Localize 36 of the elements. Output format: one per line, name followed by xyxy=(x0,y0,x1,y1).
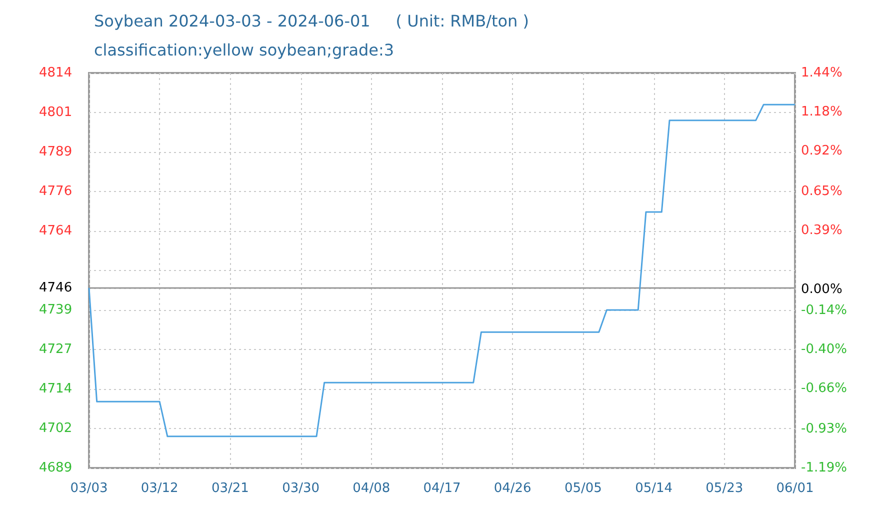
x-tick-label: 03/12 xyxy=(140,481,178,496)
y-tick-label: 4714 xyxy=(39,382,72,396)
y-tick-label: 4801 xyxy=(39,105,72,120)
x-tick-label: 06/01 xyxy=(776,481,814,496)
y2-tick-label: -0.40% xyxy=(801,342,847,357)
x-tick-label: 05/14 xyxy=(635,481,673,496)
y2-tick-label: 0.92% xyxy=(801,144,842,159)
x-tick-label: 05/23 xyxy=(706,481,744,496)
y2-tick-label: 1.44% xyxy=(801,66,842,80)
y2-tick-label: -1.19% xyxy=(801,460,847,476)
chart-subtitle: classification:yellow soybean;grade:3 xyxy=(94,40,394,60)
chart-title: Soybean 2024-03-03 - 2024-06-01 ( Unit: RMB/ton ) xyxy=(94,12,529,30)
x-tick-label: 04/26 xyxy=(494,481,532,496)
y2-tick-label: -0.14% xyxy=(801,302,847,318)
y-tick-label: 4689 xyxy=(39,460,72,476)
y2-tick-label: -0.66% xyxy=(801,380,847,396)
y-tick-label: 4702 xyxy=(39,421,72,436)
y2-tick-label: 1.18% xyxy=(801,104,842,120)
y-tick-label: 4727 xyxy=(39,342,72,357)
x-tick-label: 04/08 xyxy=(352,481,390,496)
x-tick-label: 03/30 xyxy=(282,481,320,496)
y-tick-label: 4764 xyxy=(39,224,72,238)
line-series xyxy=(88,104,796,438)
x-tick-label: 04/17 xyxy=(423,481,461,496)
y-tick-label: 4776 xyxy=(39,184,72,199)
x-tick-label: 03/21 xyxy=(211,481,249,496)
y2-tick-label: 0.65% xyxy=(801,184,842,200)
y-tick-label: 4739 xyxy=(39,302,72,318)
y-tick-label: 4746 xyxy=(39,280,72,296)
y-tick-label: 4814 xyxy=(39,66,72,80)
y2-tick-label: 0.39% xyxy=(801,223,842,238)
y2-tick-label: 0.00% xyxy=(801,282,842,297)
y2-tick-label: -0.93% xyxy=(801,421,847,436)
y-tick-label: 4789 xyxy=(39,144,72,160)
x-tick-label: 03/03 xyxy=(70,481,108,496)
x-tick-label: 05/05 xyxy=(564,481,602,496)
